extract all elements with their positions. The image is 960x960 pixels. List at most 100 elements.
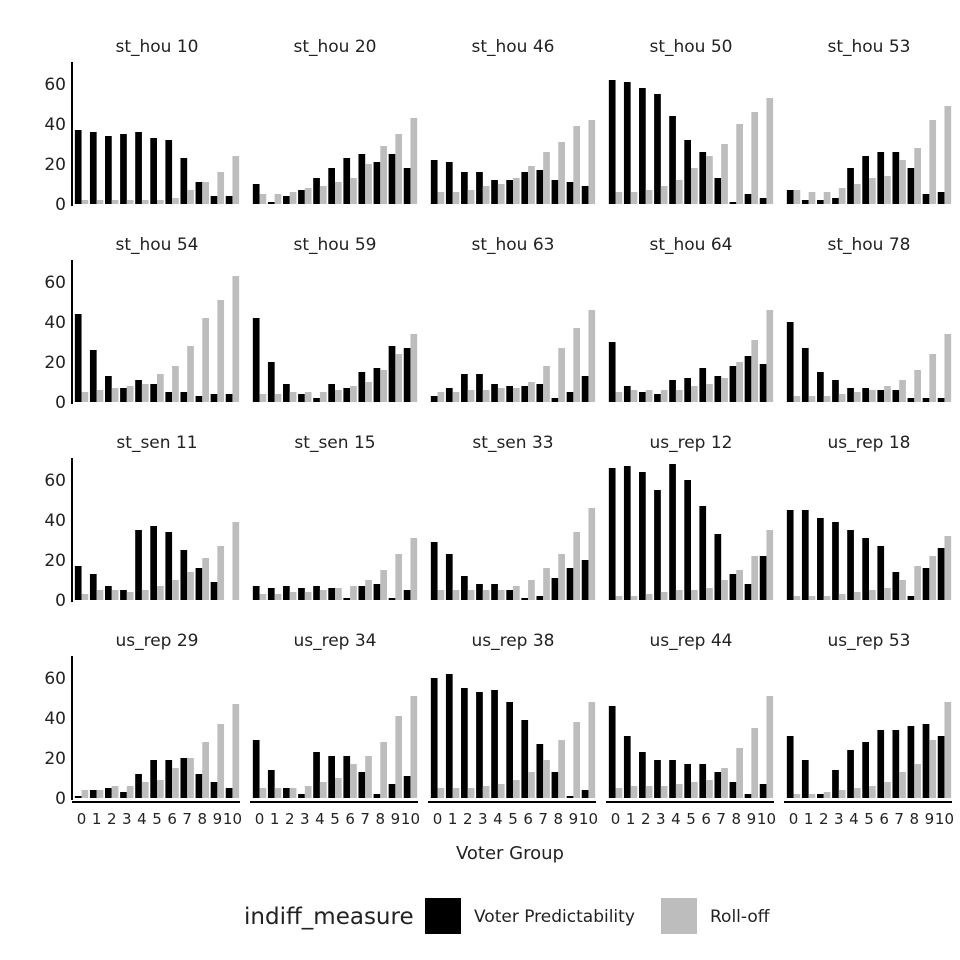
bar-roll-off [157, 586, 164, 600]
bar-voter-predictability [120, 792, 127, 798]
bar-voter-predictability [105, 376, 112, 402]
panel-st_hou-59: st_hou 59 [252, 235, 418, 402]
bar-voter-predictability [445, 554, 453, 600]
panel-title: st_hou 59 [293, 235, 376, 255]
x-tick-label: 10 [401, 810, 420, 828]
x-tick-label: 6 [167, 810, 177, 828]
y-tick-label: 60 [44, 471, 66, 491]
x-tick-label: 8 [197, 810, 207, 828]
bar-roll-off [660, 786, 668, 798]
bar-voter-predictability [744, 584, 752, 600]
bar-roll-off [543, 568, 550, 600]
bar-voter-predictability [729, 574, 737, 600]
bar-voter-predictability [358, 154, 366, 204]
x-tick-label: 6 [879, 810, 889, 828]
bar-voter-predictability [892, 152, 900, 204]
bar-roll-off [259, 788, 267, 798]
bar-roll-off [675, 590, 683, 600]
bar-voter-predictability [684, 378, 691, 402]
x-tick-label: 6 [345, 810, 355, 828]
bar-roll-off [573, 722, 581, 798]
bar-roll-off [304, 392, 312, 402]
x-tick-label: 8 [553, 810, 563, 828]
bar-roll-off [615, 392, 623, 402]
panel-title: us_rep 12 [649, 433, 732, 453]
bar-voter-predictability [283, 384, 290, 402]
bar-voter-predictability [877, 546, 885, 600]
bar-voter-predictability [817, 372, 824, 402]
x-tick-label: 2 [285, 810, 295, 828]
bar-voter-predictability [283, 196, 290, 204]
bar-roll-off [365, 580, 372, 600]
bar-voter-predictability [298, 588, 305, 600]
bar-voter-predictability [195, 396, 203, 402]
bar-roll-off [452, 788, 460, 798]
bar-roll-off [558, 142, 565, 204]
bar-voter-predictability [430, 160, 438, 204]
bar-roll-off [274, 594, 282, 600]
bar-voter-predictability [669, 380, 676, 402]
bar-voter-predictability [89, 132, 97, 204]
panel-us_rep-38: us_rep 38 0 1 2 3 4 5 6 7 8 9 10 [428, 631, 598, 828]
panel-title: st_hou 64 [649, 235, 732, 255]
bar-voter-predictability [892, 390, 900, 402]
bar-voter-predictability [714, 376, 722, 402]
bar-roll-off [319, 186, 327, 204]
bar-roll-off [380, 570, 387, 600]
bar-voter-predictability [267, 362, 275, 402]
bar-roll-off [793, 596, 801, 600]
bar-roll-off [141, 384, 149, 402]
bar-roll-off [111, 786, 119, 798]
bar-roll-off [187, 758, 194, 798]
bar-roll-off [350, 386, 357, 402]
bar-voter-predictability [759, 784, 767, 798]
bar-voter-predictability [135, 380, 142, 402]
bar-roll-off [944, 536, 952, 600]
bar-roll-off [630, 192, 638, 204]
panel-st_hou-20: st_hou 20 [252, 37, 418, 204]
bar-voter-predictability [608, 706, 616, 798]
bar-roll-off [202, 558, 209, 600]
bar-roll-off [111, 200, 119, 204]
x-tick-label: 6 [523, 810, 533, 828]
bar-roll-off [395, 134, 403, 204]
bar-roll-off [410, 696, 418, 798]
bar-roll-off [573, 532, 581, 600]
panel-title: us_rep 53 [827, 631, 910, 651]
bar-voter-predictability [566, 392, 574, 402]
panel-title: us_rep 44 [649, 631, 732, 651]
bar-voter-predictability [491, 180, 498, 204]
x-tick-label: 0 [433, 810, 443, 828]
bar-roll-off [838, 594, 846, 600]
bar-roll-off [853, 184, 861, 204]
bar-voter-predictability [283, 586, 290, 600]
bar-roll-off [410, 538, 418, 600]
bar-voter-predictability [491, 384, 498, 402]
x-tick-label: 0 [77, 810, 87, 828]
bar-roll-off [96, 390, 104, 402]
panel-us_rep-53: us_rep 53 0 1 2 3 4 5 6 7 8 9 10 [784, 631, 954, 828]
bar-roll-off [543, 366, 550, 402]
bar-roll-off [497, 784, 505, 798]
x-tick-label: 10 [223, 810, 242, 828]
bar-voter-predictability [922, 398, 930, 402]
bar-roll-off [528, 580, 535, 600]
bar-voter-predictability [373, 794, 381, 798]
bar-voter-predictability [358, 372, 366, 402]
bar-roll-off [141, 590, 149, 600]
bar-roll-off [543, 152, 550, 204]
bar-roll-off [172, 768, 179, 798]
bar-roll-off [452, 590, 460, 600]
bar-voter-predictability [623, 466, 631, 600]
bar-roll-off [467, 590, 475, 600]
bar-roll-off [838, 394, 846, 402]
bar-voter-predictability [373, 162, 381, 204]
panel-title: us_rep 38 [471, 631, 554, 651]
bar-voter-predictability [907, 398, 915, 402]
bar-voter-predictability [165, 760, 173, 798]
bar-voter-predictability [445, 674, 453, 798]
bar-roll-off [751, 112, 759, 204]
x-tick-label: 7 [716, 810, 726, 828]
bar-voter-predictability [388, 346, 396, 402]
bar-voter-predictability [639, 472, 646, 600]
